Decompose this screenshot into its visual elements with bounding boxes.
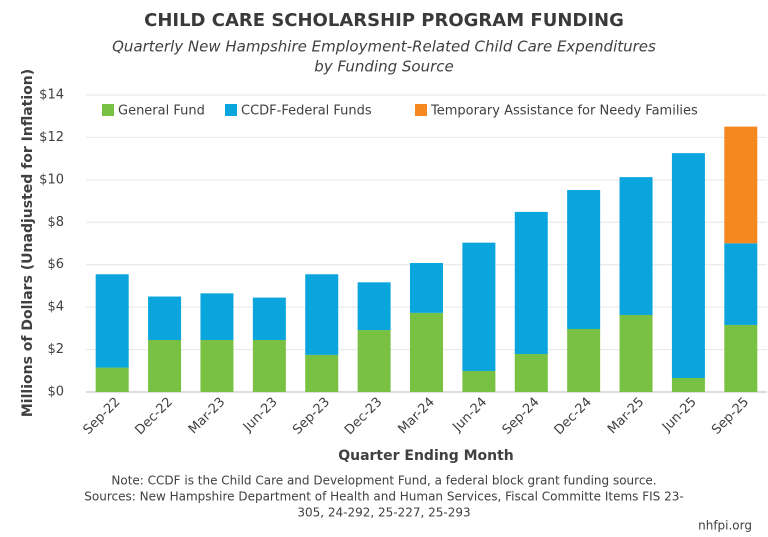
bar-segment	[514, 211, 548, 355]
x-tick-label: Jun-24	[449, 395, 490, 436]
y-tick-label: $8	[47, 215, 64, 230]
x-tick-label: Mar-25	[605, 395, 647, 437]
bar-segment	[567, 328, 601, 392]
note: 305, 24-292, 25-227, 25-293	[297, 506, 470, 520]
bar-segment	[619, 177, 653, 315]
x-tick-label: Sep-22	[81, 395, 124, 438]
chart-subtitle: by Funding Source	[314, 58, 454, 76]
bar-segment	[410, 263, 443, 313]
bar-segment	[95, 367, 129, 392]
bar-segment	[252, 297, 286, 341]
bar-segment	[462, 370, 496, 392]
x-axis-label: Quarter Ending Month	[338, 448, 514, 464]
bar-segment	[200, 293, 234, 341]
bar-segment	[357, 330, 391, 392]
bar-segment	[357, 282, 391, 331]
legend-label: CCDF-Federal Funds	[241, 104, 372, 119]
bar-segment	[462, 242, 496, 371]
legend-swatch	[415, 104, 427, 116]
bar-segment	[514, 354, 548, 392]
bar-segment	[200, 340, 234, 392]
bar-segment	[724, 126, 758, 244]
x-tick-label: Sep-25	[709, 395, 752, 438]
x-tick-label: Jun-25	[659, 395, 700, 436]
bar-segment	[95, 274, 129, 368]
x-tick-label: Mar-23	[186, 395, 228, 437]
bar-segment	[671, 153, 705, 378]
y-tick-label: $0	[47, 385, 64, 400]
x-tick-label: Dec-23	[342, 395, 385, 438]
bar-segment	[148, 296, 182, 341]
note: Note: CCDF is the Child Care and Develop…	[111, 474, 656, 488]
bar-segment	[410, 312, 443, 392]
y-tick-label: $10	[39, 172, 64, 187]
bar-segment	[148, 340, 182, 392]
y-tick-label: $14	[39, 88, 64, 103]
bar-segment	[252, 340, 286, 392]
x-tick-label: Dec-24	[552, 395, 595, 438]
chart-title: CHILD CARE SCHOLARSHIP PROGRAM FUNDING	[144, 10, 624, 31]
bar-segment	[724, 243, 758, 325]
legend-swatch	[102, 104, 114, 116]
y-tick-label: $4	[47, 300, 64, 315]
legend-label: General Fund	[118, 104, 205, 119]
bar-segment	[724, 324, 758, 392]
x-tick-label: Sep-23	[290, 395, 333, 438]
bar-segment	[305, 274, 339, 355]
x-tick-label: Sep-24	[500, 395, 543, 438]
bar-segment	[567, 190, 601, 329]
bar-segment	[671, 377, 705, 392]
note: Sources: New Hampshire Department of Hea…	[84, 490, 683, 504]
y-tick-label: $6	[47, 257, 64, 272]
x-tick-label: Mar-24	[395, 395, 437, 437]
legend-label: Temporary Assistance for Needy Families	[430, 104, 698, 119]
y-axis-label: Millions of Dollars (Unadjusted for Infl…	[20, 69, 36, 417]
bar-segment	[305, 354, 339, 392]
x-tick-label: Dec-22	[132, 395, 175, 438]
chart-subtitle: Quarterly New Hampshire Employment-Relat…	[112, 38, 656, 56]
y-tick-label: $12	[39, 130, 64, 145]
x-tick-label: Jun-23	[240, 395, 281, 436]
source: nhfpi.org	[698, 519, 752, 533]
y-tick-label: $2	[47, 342, 64, 357]
legend-swatch	[225, 104, 237, 116]
bar-segment	[619, 314, 653, 392]
